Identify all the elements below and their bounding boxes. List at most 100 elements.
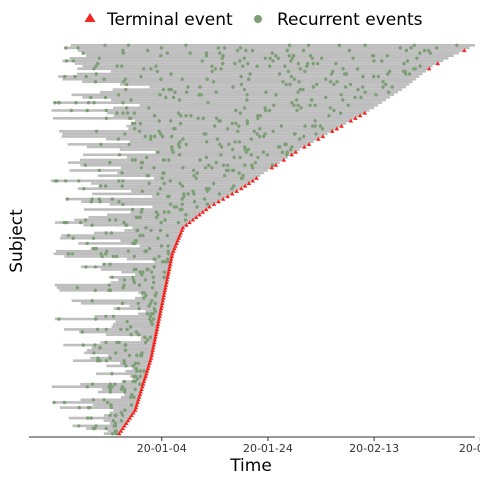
recurrent-event-point [105,117,108,120]
recurrent-event-point [297,62,300,65]
subject-bar [56,250,173,253]
recurrent-event-point [217,46,220,49]
recurrent-event-point [139,375,142,378]
recurrent-event-point [109,403,112,406]
recurrent-event-point [189,51,192,54]
recurrent-event-point [287,70,290,73]
recurrent-event-point [53,101,56,104]
recurrent-event-point [163,210,166,213]
recurrent-event-point [380,59,383,62]
subject-bar [51,180,253,183]
recurrent-event-point [115,111,118,114]
recurrent-event-point [115,255,118,258]
subject-bar [81,399,139,402]
recurrent-event-point [126,111,129,114]
subject-bar [61,234,179,237]
recurrent-event-point [105,359,108,362]
recurrent-event-point [363,91,366,94]
recurrent-event-point [181,184,184,187]
recurrent-event-point [226,164,229,167]
recurrent-event-point [134,388,137,391]
recurrent-event-point [268,57,271,60]
recurrent-event-point [285,83,288,86]
subject-bar [62,60,443,63]
subject-bar [65,198,223,201]
recurrent-event-point [192,174,195,177]
recurrent-event-point [181,78,184,81]
recurrent-event-point [319,124,322,127]
recurrent-event-point [122,283,125,286]
recurrent-event-point [288,54,291,57]
recurrent-event-point [128,354,131,357]
subject-bar [88,216,196,219]
subject-bar [124,229,182,232]
recurrent-event-point [57,101,60,104]
recurrent-event-point [159,229,162,232]
subject-bar [68,143,309,146]
recurrent-event-point [110,372,113,375]
recurrent-event-point [131,364,134,367]
recurrent-event-point [180,208,183,211]
recurrent-event-point [234,140,237,143]
recurrent-event-point [364,44,367,47]
recurrent-event-point [223,174,226,177]
recurrent-event-point [158,119,161,122]
recurrent-event-point [116,65,119,68]
recurrent-event-point [178,140,181,143]
recurrent-event-point [147,106,150,109]
recurrent-event-point [144,226,147,229]
x-ticks: 20-01-0420-01-2420-02-1320-03-0 [137,437,480,455]
recurrent-event-point [166,234,169,237]
recurrent-event-point [140,208,143,211]
recurrent-event-point [372,75,375,78]
recurrent-event-point [90,416,93,419]
recurrent-event-point [303,124,306,127]
recurrent-event-point [195,177,198,180]
recurrent-event-point [147,182,150,185]
subject-bar [145,310,160,313]
recurrent-event-point [243,106,246,109]
recurrent-event-point [418,51,421,54]
recurrent-event-point [455,44,458,47]
recurrent-event-point [133,255,136,258]
subject-bar [129,305,161,308]
recurrent-event-point [92,398,95,401]
recurrent-event-point [112,315,115,318]
recurrent-event-point [164,96,167,99]
recurrent-event-point [134,158,137,161]
subject-bar [128,127,337,130]
recurrent-event-point [134,362,137,365]
recurrent-event-point [106,401,109,404]
recurrent-event-point [117,137,120,140]
recurrent-event-point [334,62,337,65]
recurrent-event-point [240,83,243,86]
recurrent-event-point [63,75,66,78]
recurrent-event-point [112,255,115,258]
recurrent-event-point [281,151,284,154]
recurrent-event-point [280,124,283,127]
subject-bar [121,271,168,274]
legend-terminal-label: Terminal event [106,10,233,30]
recurrent-event-point [178,98,181,101]
recurrent-event-point [256,156,259,159]
recurrent-event-point [105,250,108,253]
subject-bar [59,130,332,133]
subject-bar [82,96,390,99]
subject-bar [152,206,209,209]
recurrent-event-point [137,307,140,310]
recurrent-event-point [149,135,152,138]
recurrent-event-point [274,93,277,96]
recurrent-event-point [239,111,242,114]
recurrent-event-point [193,200,196,203]
recurrent-event-point [215,91,218,94]
recurrent-event-point [158,93,161,96]
subject-bar [81,52,459,55]
recurrent-event-point [175,205,178,208]
x-axis-title: Time [229,456,272,476]
recurrent-event-point [320,57,323,60]
recurrent-event-point [286,151,289,154]
recurrent-event-point [196,171,199,174]
recurrent-event-point [76,286,79,289]
